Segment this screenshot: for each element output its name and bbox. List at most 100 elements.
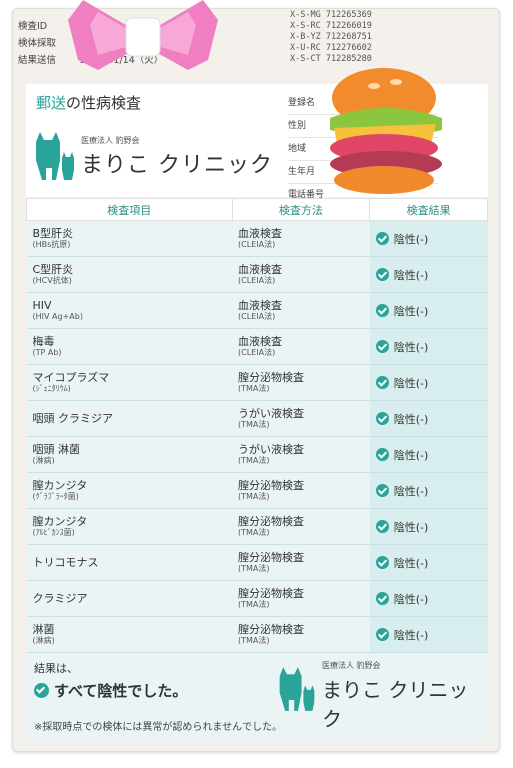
test-method-cell: 血液検査 (CLEIA法) xyxy=(232,256,370,293)
table-row: 膣カンジタ (ｱﾙﾋﾞｶﾝｽ菌) 膣分泌物検査 (TMA法) 陰性(-) xyxy=(26,508,488,545)
test-method-sub: (TMA法) xyxy=(238,384,270,393)
specimen-label: 検体採取 xyxy=(18,38,57,49)
test-result-cell: 陰性(-) xyxy=(369,220,488,257)
test-method-cell: うがい液検査 (TMA法) xyxy=(232,436,370,473)
table-row: 淋菌 (淋病) 膣分泌物検査 (TMA法) 陰性(-) xyxy=(26,616,488,653)
test-method-sub: (TMA法) xyxy=(238,528,270,537)
test-result-cell: 陰性(-) xyxy=(369,472,488,509)
footer-clinic-corp: 医療法人 豹野会 xyxy=(322,661,381,670)
test-result-text: 陰性(-) xyxy=(393,412,429,426)
test-result: 陰性(-) xyxy=(375,303,488,319)
test-method: 血液検査 xyxy=(238,299,283,312)
test-result-text: 陰性(-) xyxy=(393,484,429,498)
table-row: 膣カンジタ (ｸﾞﾗﾌﾞﾗｰﾀ菌) 膣分泌物検査 (TMA法) 陰性(-) xyxy=(26,472,488,509)
specimen-code: X-U-RC 712276602 xyxy=(290,43,372,53)
table-row: HIV (HIV Ag+Ab) 血液検査 (CLEIA法) 陰性(-) xyxy=(26,292,488,329)
title-rest: の性病検査 xyxy=(66,94,142,112)
test-method-cell: 膣分泌物検査 (TMA法) xyxy=(232,580,370,617)
check-circle-icon xyxy=(375,520,389,533)
test-method: 血液検査 xyxy=(238,335,283,348)
check-circle-icon xyxy=(375,628,389,641)
test-result-text: 陰性(-) xyxy=(393,628,429,642)
test-method: 膣分泌物検査 xyxy=(238,551,305,564)
test-method-sub: (CLEIA法) xyxy=(238,276,276,285)
test-item: 咽頭 淋菌 xyxy=(32,443,81,456)
test-item-cell: 淋菌 (淋病) xyxy=(26,616,233,653)
test-method-sub: (TMA法) xyxy=(238,600,270,609)
test-result: 陰性(-) xyxy=(375,519,488,535)
test-result: 陰性(-) xyxy=(375,375,488,391)
header-method: 検査方法 xyxy=(231,198,371,221)
header-item: 検査項目 xyxy=(26,198,233,221)
table-row: 梅毒 (TP Ab) 血液検査 (CLEIA法) 陰性(-) xyxy=(26,328,488,365)
test-method-cell: 膣分泌物検査 (TMA法) xyxy=(232,472,370,509)
test-item-cell: クラミジア xyxy=(26,580,233,617)
check-circle-icon xyxy=(375,484,389,497)
test-method-cell: 膣分泌物検査 (TMA法) xyxy=(232,616,370,653)
test-result-cell: 陰性(-) xyxy=(369,256,488,293)
test-result-cell: 陰性(-) xyxy=(369,328,488,365)
cat-logo-icon xyxy=(32,128,78,188)
summary-text: すべて陰性でした。 xyxy=(54,682,188,700)
test-result: 陰性(-) xyxy=(375,231,488,247)
test-result-cell: 陰性(-) xyxy=(369,364,488,401)
test-result-cell: 陰性(-) xyxy=(369,436,488,473)
summary-label: 結果は、 xyxy=(34,662,78,675)
footer-clinic-name: まりこ クリニック xyxy=(322,678,469,731)
specimen-code: X-S-RC 712266019 xyxy=(290,21,372,31)
test-item-sub: (HCV抗体) xyxy=(32,276,72,285)
test-method: 血液検査 xyxy=(238,227,283,240)
page-title: 郵送の性病検査 xyxy=(36,92,141,113)
table-row: 咽頭 クラミジア うがい液検査 (TMA法) 陰性(-) xyxy=(26,400,488,437)
test-method: うがい液検査 xyxy=(238,407,305,420)
test-method: うがい液検査 xyxy=(238,443,305,456)
test-item-cell: マイコプラズマ (ｼﾞｪﾆﾀﾘｳﾑ) xyxy=(26,364,233,401)
test-item-sub: (HBs抗原) xyxy=(32,240,71,249)
specimen-code: X-S-MG 712265369 xyxy=(290,10,372,20)
test-item-cell: 梅毒 (TP Ab) xyxy=(26,328,233,365)
test-result-text: 陰性(-) xyxy=(393,268,429,282)
test-method-sub: (CLEIA法) xyxy=(238,312,276,321)
ribbon-sticker xyxy=(68,0,218,84)
test-item: 梅毒 xyxy=(32,335,55,348)
test-result-text: 陰性(-) xyxy=(393,520,429,534)
clinic-corp: 医療法人 豹野会 xyxy=(81,136,140,145)
test-result: 陰性(-) xyxy=(375,627,488,643)
test-result-text: 陰性(-) xyxy=(393,340,429,354)
specimen-code: X-S-CT 712285280 xyxy=(290,54,372,64)
test-result-cell: 陰性(-) xyxy=(369,400,488,437)
test-method-sub: (TMA法) xyxy=(238,420,270,429)
table-row: トリコモナス 膣分泌物検査 (TMA法) 陰性(-) xyxy=(26,544,488,581)
test-item: 淋菌 xyxy=(32,623,55,636)
test-item-sub: (HIV Ag+Ab) xyxy=(32,312,83,321)
test-method: 膣分泌物検査 xyxy=(238,479,305,492)
test-method-sub: (TMA法) xyxy=(238,456,270,465)
test-item-sub: (ｱﾙﾋﾞｶﾝｽ菌) xyxy=(32,528,75,537)
test-method-cell: 血液検査 (CLEIA法) xyxy=(232,328,370,365)
test-item: HIV xyxy=(32,299,52,312)
table-row: C型肝炎 (HCV抗体) 血液検査 (CLEIA法) 陰性(-) xyxy=(26,256,488,293)
test-item: 膣カンジタ xyxy=(32,515,88,528)
test-method-cell: 膣分泌物検査 (TMA法) xyxy=(232,544,370,581)
test-item-cell: B型肝炎 (HBs抗原) xyxy=(26,220,233,257)
test-result-text: 陰性(-) xyxy=(393,376,429,390)
test-method-sub: (CLEIA法) xyxy=(238,348,276,357)
check-circle-icon xyxy=(375,448,389,461)
results-table: 検査項目 検査方法 検査結果 B型肝炎 (HBs抗原) 血液検査 (CLEIA法) 陰性… xyxy=(26,198,488,653)
summary-note: ※採取時点での検体には異常が認められませんでした。 xyxy=(34,722,283,733)
test-item: 膣カンジタ xyxy=(32,479,88,492)
test-item: B型肝炎 xyxy=(32,227,74,240)
test-result: 陰性(-) xyxy=(375,555,488,571)
test-result-cell: 陰性(-) xyxy=(369,580,488,617)
test-method-sub: (CLEIA法) xyxy=(238,240,276,249)
header-result: 検査結果 xyxy=(369,198,488,221)
clinic-name: まりこ クリニック xyxy=(81,153,273,178)
test-method-sub: (TMA法) xyxy=(238,492,270,501)
test-item: C型肝炎 xyxy=(32,263,74,276)
inspection-id-label: 検査ID xyxy=(18,21,48,32)
test-item-cell: 膣カンジタ (ｸﾞﾗﾌﾞﾗｰﾀ菌) xyxy=(26,472,233,509)
test-method-cell: 膣分泌物検査 (TMA法) xyxy=(232,364,370,401)
test-result-text: 陰性(-) xyxy=(393,448,429,462)
specimen-codes: X-S-MG 712265369 X-S-RC 712266019 X-B-YZ… xyxy=(290,10,372,65)
table-row: B型肝炎 (HBs抗原) 血液検査 (CLEIA法) 陰性(-) xyxy=(26,220,488,257)
